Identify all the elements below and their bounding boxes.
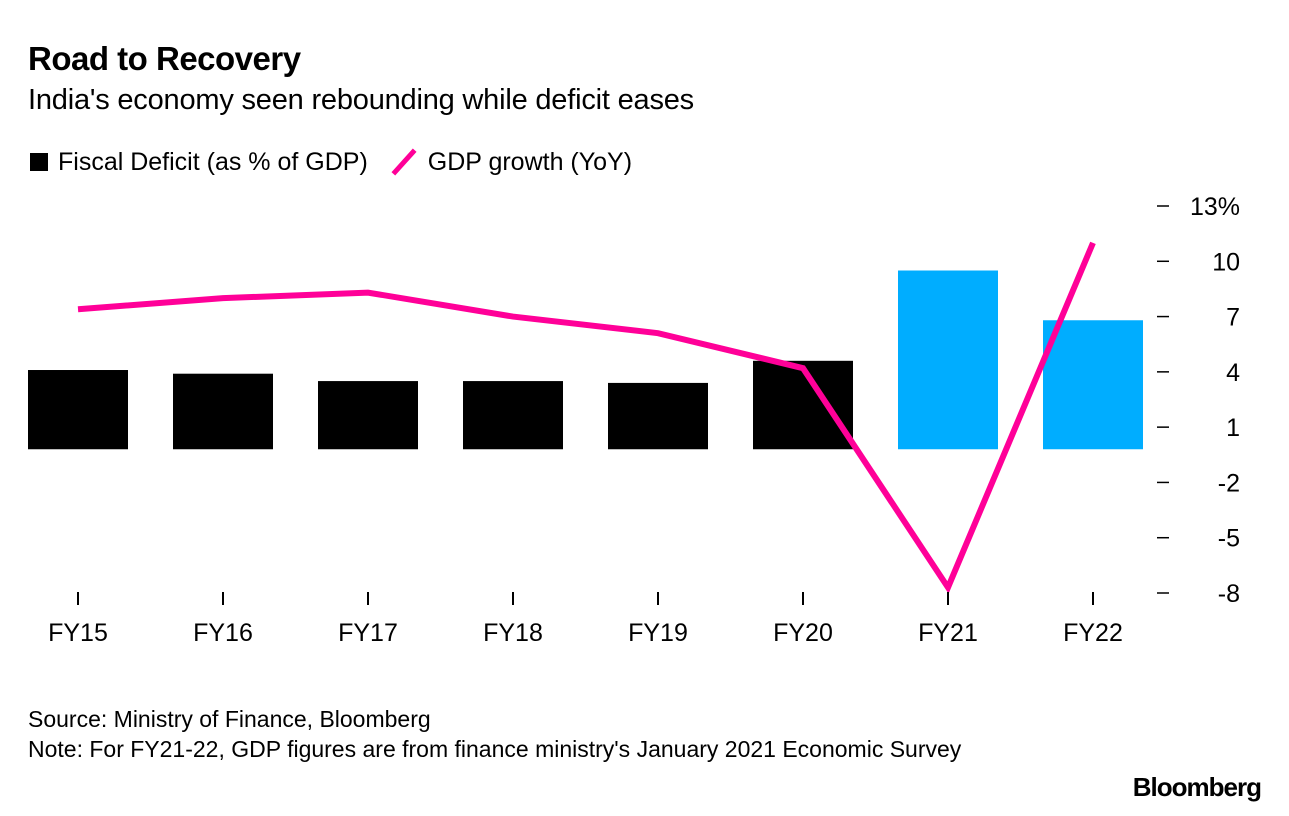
legend-label-fiscal-deficit: Fiscal Deficit (as % of GDP): [58, 147, 368, 176]
bar-fy18: [463, 381, 563, 450]
y-tick-label-1: 10: [1212, 248, 1240, 276]
bar-fy15: [28, 370, 128, 450]
bar-fy17: [318, 381, 418, 450]
y-tick-label-6: -5: [1218, 525, 1240, 553]
chart-title: Road to Recovery: [28, 40, 301, 77]
legend-line-icon: [391, 148, 417, 176]
x-tick-label-fy20: FY20: [773, 619, 833, 647]
y-tick-label-0: 13%: [1190, 193, 1240, 221]
x-tick-label-fy17: FY17: [338, 619, 398, 647]
y-tick-label-7: -8: [1218, 580, 1240, 608]
x-tick-label-fy15: FY15: [48, 619, 108, 647]
bar-fy19: [608, 382, 708, 450]
legend-label-gdp-growth: GDP growth (YoY): [427, 147, 633, 176]
legend-item-gdp-growth: GDP growth (YoY): [390, 148, 632, 177]
legend: Fiscal Deficit (as % of GDP) GDP growth …: [30, 146, 654, 178]
y-tick-label-4: 1: [1226, 414, 1240, 442]
source-text: Source: Ministry of Finance, Bloomberg: [28, 706, 431, 732]
gdp-growth-line: [77, 241, 1096, 594]
x-tick-label-fy16: FY16: [193, 619, 253, 647]
y-tick-label-2: 7: [1226, 304, 1240, 332]
x-tick-label-fy19: FY19: [628, 619, 688, 647]
y-tick-label-5: -2: [1218, 469, 1240, 497]
bar-fy22: [1043, 320, 1143, 450]
chart-subtitle: India's economy seen rebounding while de…: [28, 84, 694, 116]
x-tick-label-fy18: FY18: [483, 619, 543, 647]
y-tick-label-3: 4: [1226, 359, 1240, 387]
chart-footer: Source: Ministry of Finance, Bloomberg N…: [28, 704, 1038, 764]
bar-fy20: [753, 360, 853, 450]
x-tick-label-fy22: FY22: [1063, 619, 1123, 647]
legend-square-icon: [30, 153, 48, 171]
legend-item-fiscal-deficit: Fiscal Deficit (as % of GDP): [30, 148, 368, 177]
bar-fy16: [173, 373, 273, 450]
x-tick-label-fy21: FY21: [918, 619, 978, 647]
bloomberg-logo: Bloomberg: [1132, 772, 1262, 802]
bar-fy21: [898, 270, 998, 450]
note-text: Note: For FY21-22, GDP figures are from …: [28, 736, 962, 762]
